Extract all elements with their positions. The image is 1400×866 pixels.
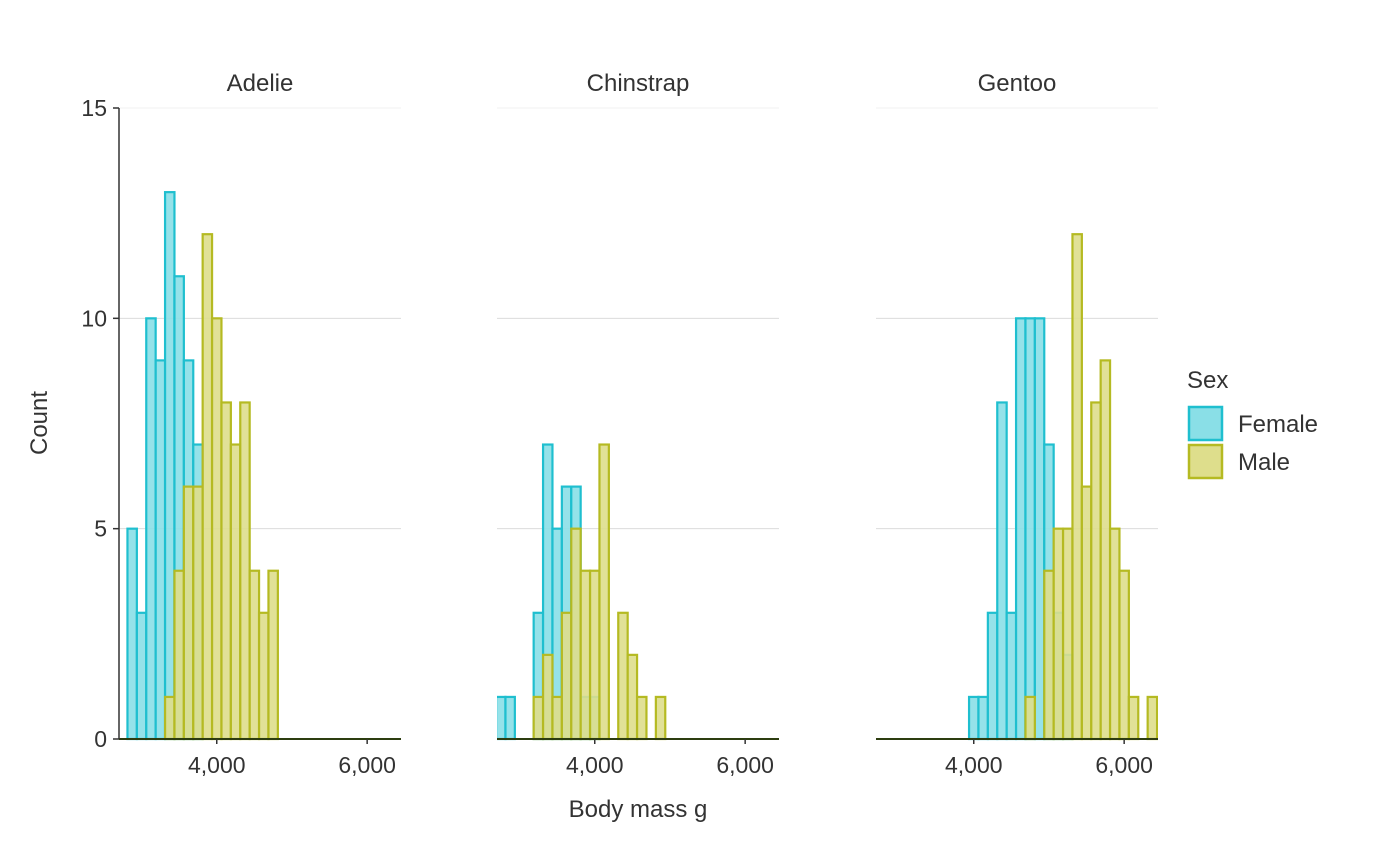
y-tick-label: 5 [94, 516, 107, 542]
bars-group [967, 233, 1158, 741]
bar-female [163, 191, 176, 741]
panel-adelie: Adelie 4,000 6,000 0 5 10 15 [81, 70, 401, 778]
bar-male [173, 569, 185, 741]
x-tick-label: 4,000 [188, 752, 246, 778]
panel-title: Chinstrap [587, 70, 690, 97]
bar-male [1071, 233, 1083, 741]
bar-female [504, 695, 516, 741]
bar-male [626, 653, 639, 741]
panel-title: Adelie [227, 70, 294, 97]
bar-male [257, 611, 270, 741]
legend-label-male: Male [1238, 449, 1290, 476]
bars-group [126, 191, 279, 741]
bar-male [1052, 527, 1065, 741]
legend-key-female [1187, 405, 1224, 442]
bar-male [617, 611, 629, 741]
x-axis-title: Body mass g [569, 796, 708, 823]
bar-female [1033, 317, 1046, 741]
x-tick-label: 4,000 [566, 752, 624, 778]
panel-chinstrap: Chinstrap 4,000 6,000 [497, 70, 779, 778]
bars-group [497, 443, 667, 741]
bar-male [267, 569, 279, 741]
bar-female [986, 611, 999, 741]
bar-male [1080, 485, 1093, 741]
bar-female [967, 695, 980, 741]
bar-female [135, 611, 148, 741]
bar-male [220, 401, 232, 741]
bar-male [1118, 569, 1130, 741]
legend-title: Sex [1187, 367, 1228, 394]
bar-male [239, 401, 251, 741]
bar-male [201, 233, 214, 741]
bar-male [560, 611, 573, 741]
bar-male [532, 695, 545, 741]
bar-male [551, 695, 563, 741]
bar-male [182, 485, 195, 741]
bar-male [588, 569, 601, 741]
x-tick-label: 4,000 [945, 752, 1003, 778]
bar-female [1014, 317, 1027, 741]
y-axis-title: Count [26, 391, 53, 455]
bar-male [248, 569, 261, 741]
panel-title: Gentoo [978, 70, 1057, 97]
x-tick-label: 6,000 [1095, 752, 1153, 778]
bar-male [1061, 527, 1074, 741]
bar-male [1090, 401, 1102, 741]
bar-male [163, 695, 176, 741]
y-tick-label: 15 [81, 95, 107, 121]
bar-male [192, 485, 204, 741]
bar-female [154, 359, 167, 741]
y-tick-label: 10 [81, 305, 107, 331]
bar-male [635, 695, 648, 741]
bar-female [1024, 317, 1036, 741]
bar-female [145, 317, 157, 741]
bar-male [1108, 527, 1121, 741]
bar-male [579, 569, 592, 741]
bar-male [598, 443, 610, 741]
bar-male [1099, 359, 1112, 741]
bar-male [1043, 569, 1055, 741]
bar-female [1005, 611, 1018, 741]
bar-female [977, 695, 989, 741]
legend: Sex Female Male [1187, 367, 1318, 480]
x-tick-label: 6,000 [338, 752, 396, 778]
x-tick-label: 6,000 [716, 752, 774, 778]
bar-female [126, 527, 138, 741]
bar-female [497, 695, 507, 741]
panel-gentoo: Gentoo 4,000 6,000 [876, 70, 1158, 778]
bar-male [210, 317, 223, 741]
y-tick-label: 0 [94, 726, 107, 752]
bar-male [229, 443, 242, 741]
bar-male [654, 695, 667, 741]
bar-male [1024, 695, 1036, 741]
legend-label-female: Female [1238, 411, 1318, 438]
legend-key-male [1187, 443, 1224, 480]
bar-male [1146, 695, 1158, 741]
bar-male [1127, 695, 1140, 741]
bar-female [996, 401, 1008, 741]
panels-layer: Adelie 4,000 6,000 0 5 10 15 Chinstrap 4,000 6,00… [81, 70, 1158, 778]
bar-male [570, 527, 582, 741]
bar-male [541, 653, 554, 741]
